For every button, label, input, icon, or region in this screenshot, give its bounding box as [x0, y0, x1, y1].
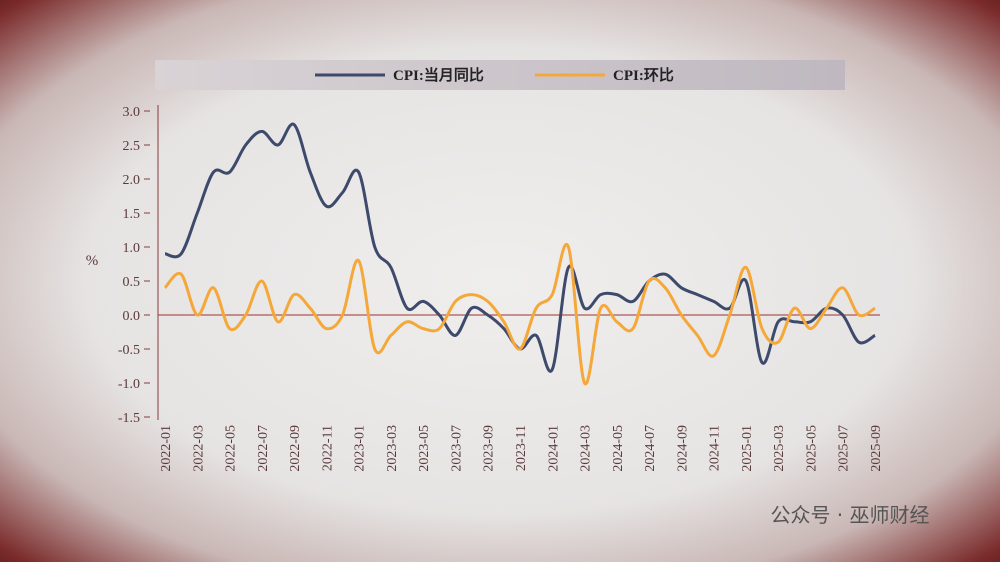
- x-tick-label: 2022-05: [224, 425, 239, 472]
- y-tick-label: 2.0: [123, 173, 141, 188]
- legend-band: [155, 60, 845, 90]
- y-tick-label: 2.5: [123, 139, 141, 154]
- y-tick-label: 0.5: [123, 275, 141, 290]
- x-tick-label: 2023-07: [449, 425, 464, 472]
- x-tick-label: 2023-11: [514, 425, 529, 471]
- y-tick-label: -1.0: [118, 377, 140, 392]
- x-tick-label: 2024-07: [643, 425, 658, 472]
- x-tick-label: 2024-03: [579, 425, 594, 472]
- line-series: [163, 242, 876, 386]
- y-tick-label: -1.5: [118, 411, 140, 426]
- x-tick-label: 2024-05: [611, 425, 626, 472]
- y-tick-label: 0.0: [123, 309, 141, 324]
- x-tick-label: 2025-09: [869, 425, 884, 472]
- x-tick-label: 2024-01: [546, 425, 561, 472]
- x-tick-label: 2025-05: [804, 425, 819, 472]
- y-tick-label: -0.5: [118, 343, 140, 358]
- x-tick-label: 2025-03: [772, 425, 787, 472]
- x-tick-label: 2025-01: [740, 425, 755, 472]
- watermark: 公众号 · 巫师财经: [770, 503, 929, 527]
- x-tick-label: 2023-03: [385, 425, 400, 472]
- legend-label: CPI:环比: [613, 66, 674, 84]
- x-tick-label: 2022-01: [159, 425, 174, 472]
- x-tick-label: 2022-03: [191, 425, 206, 472]
- x-tick-label: 2022-07: [256, 425, 271, 472]
- x-tick-label: 2022-09: [288, 425, 303, 472]
- y-tick-label: 3.0: [123, 105, 141, 120]
- y-axis-label: %: [86, 253, 99, 269]
- legend-label: CPI:当月同比: [393, 66, 484, 84]
- y-tick-label: 1.5: [123, 207, 141, 222]
- x-tick-label: 2023-01: [353, 425, 368, 472]
- x-tick-label: 2024-09: [675, 425, 690, 472]
- x-tick-label: 2025-07: [837, 425, 852, 472]
- x-tick-label: 2024-11: [708, 425, 723, 471]
- x-tick-label: 2023-09: [482, 425, 497, 472]
- x-tick-label: 2022-11: [320, 425, 335, 471]
- x-tick-label: 2023-05: [417, 425, 432, 472]
- y-tick-label: 1.0: [123, 241, 141, 256]
